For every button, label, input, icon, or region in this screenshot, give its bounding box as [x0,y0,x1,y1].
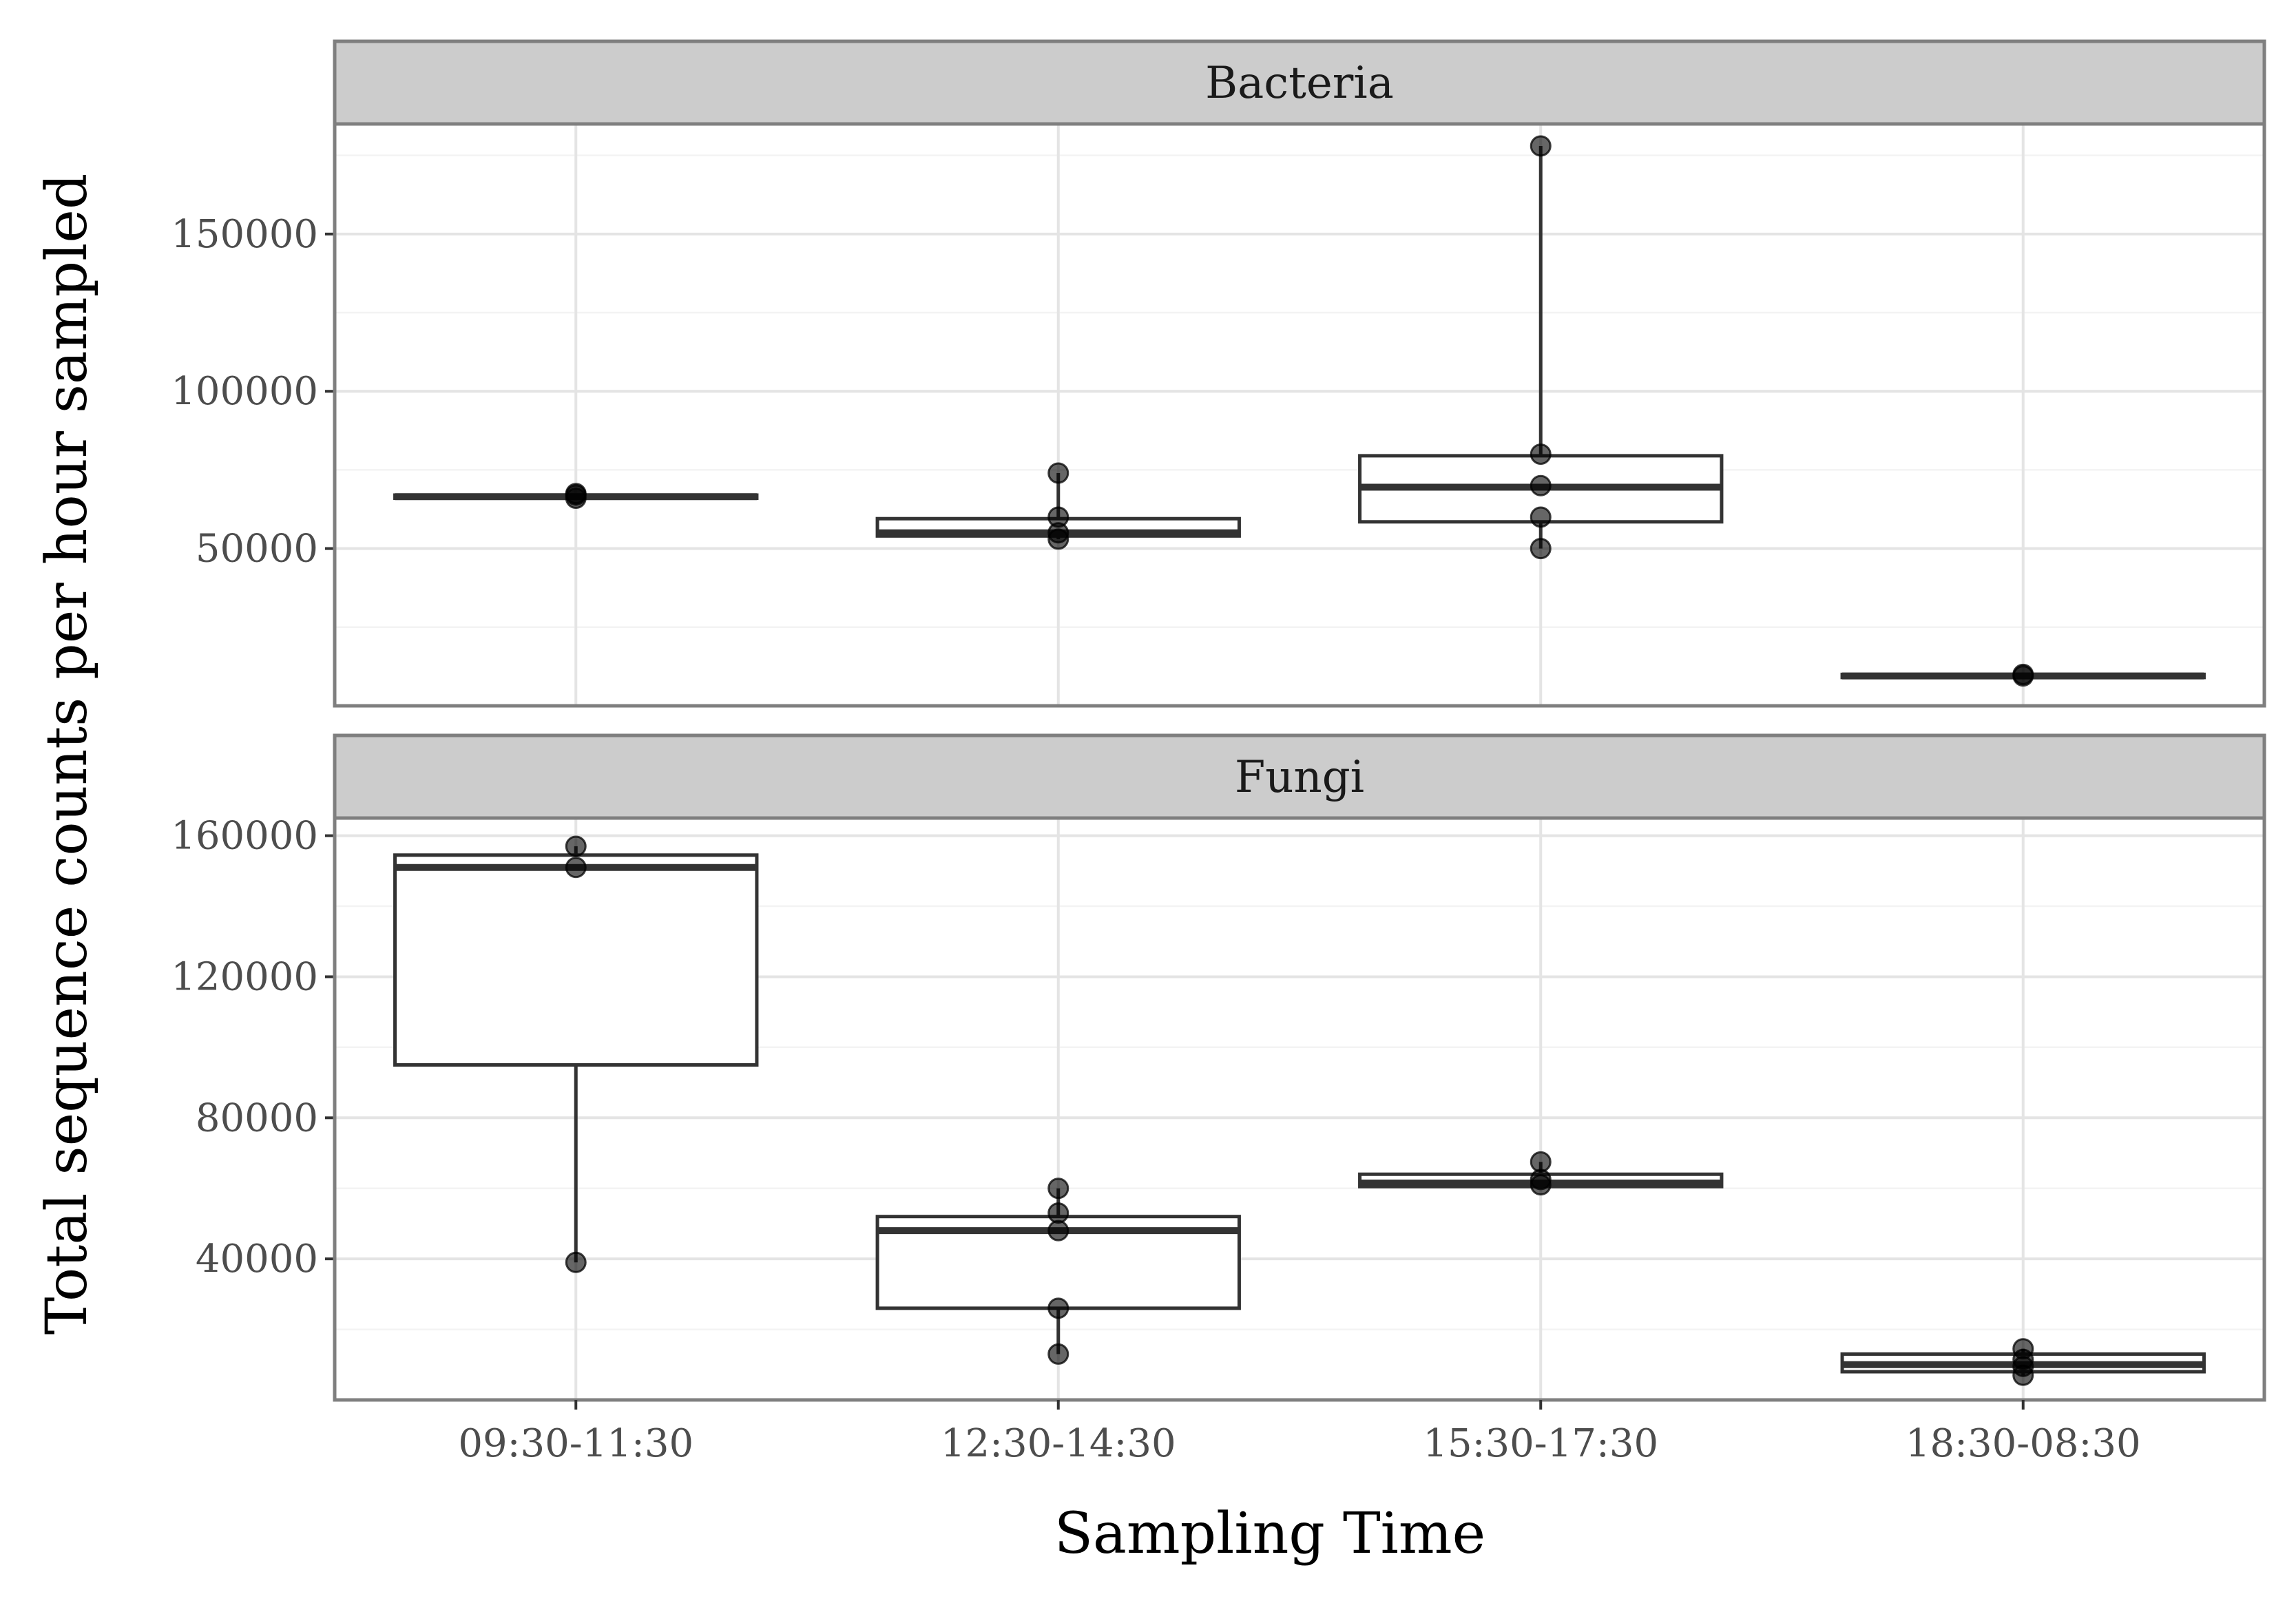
data-point [1047,1297,1069,1319]
data-point [1530,443,1552,465]
data-point [1047,462,1069,484]
panel-border [333,816,2266,1402]
y-tick-label: 100000 [171,369,318,414]
box-bacteria-0 [393,483,759,510]
facet-strip [333,733,2266,820]
facet-strip [333,39,2266,126]
data-point [1530,474,1552,496]
box-bacteria-3 [1840,663,2206,687]
box-bacteria-2 [1358,135,1724,560]
x-tick-label: 09:30-11:30 [458,1421,693,1466]
data-point [565,835,587,857]
data-point [1047,1178,1069,1200]
data-point [1530,1151,1552,1173]
box-fungi-3 [1840,1338,2206,1386]
data-point [1530,135,1552,157]
x-tick-label: 12:30-14:30 [941,1421,1176,1466]
data-point [1047,1202,1069,1224]
facet-panel-fungi: Fungi 40000 80000 120000 160000 09:30-11:30 12… [171,733,2266,1466]
facet-strip-label: Bacteria [1205,58,1394,109]
facet-strip-label: Fungi [1235,752,1364,803]
box-fungi-0 [393,835,759,1273]
facet-panels: Bacteria 50000 100000 150000 Fungi 40000 80000… [171,39,2266,1466]
panel-background [335,124,2264,706]
data-point [2012,663,2034,685]
data-point [1047,506,1069,528]
x-axis-title: Sampling Time [1054,1501,1485,1567]
data-point [1047,1220,1069,1242]
data-point [565,483,587,505]
y-tick-label: 40000 [196,1237,318,1281]
data-point [565,857,587,879]
data-point [1530,506,1552,528]
y-tick-label: 150000 [171,212,318,257]
data-point [1530,1169,1552,1191]
y-tick-label: 160000 [171,814,318,859]
data-point [565,1251,587,1273]
box-fungi-2 [1358,1151,1724,1196]
x-tick-label: 15:30-17:30 [1423,1421,1658,1466]
y-tick-label: 120000 [171,954,318,999]
data-point [1047,1343,1069,1365]
data-point [2012,1338,2034,1360]
x-tick-label: 18:30-08:30 [1906,1421,2141,1466]
facet-panel-bacteria: Bacteria 50000 100000 150000 [171,39,2266,708]
panel-border [333,122,2266,708]
y-tick-label: 80000 [196,1096,318,1140]
y-tick-label: 50000 [196,527,318,572]
box-fungi-1 [875,1178,1241,1365]
box-bacteria-1 [875,462,1241,550]
data-point [1530,538,1552,560]
y-axis-title: Total sequence counts per hour sampled [34,174,100,1335]
box-rect [393,853,759,1067]
